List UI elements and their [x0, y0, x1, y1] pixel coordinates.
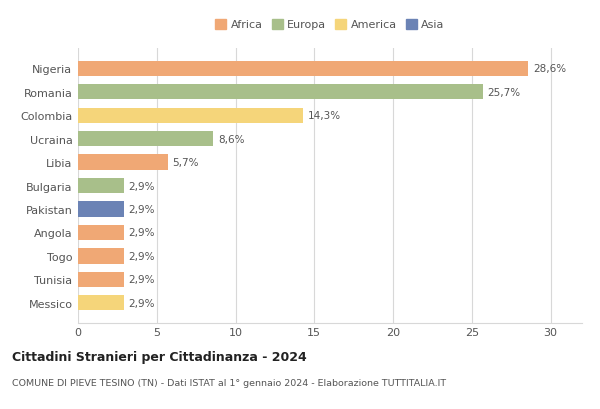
Bar	[78, 155, 168, 170]
Legend: Africa, Europa, America, Asia: Africa, Europa, America, Asia	[213, 18, 447, 33]
Text: 2,9%: 2,9%	[128, 275, 155, 285]
Bar	[78, 85, 483, 100]
Bar	[78, 225, 124, 240]
Text: 8,6%: 8,6%	[218, 134, 245, 144]
Text: 2,9%: 2,9%	[128, 298, 155, 308]
Bar	[78, 295, 124, 311]
Text: 14,3%: 14,3%	[308, 111, 341, 121]
Bar	[78, 272, 124, 287]
Bar	[78, 249, 124, 264]
Text: 2,9%: 2,9%	[128, 251, 155, 261]
Text: 2,9%: 2,9%	[128, 204, 155, 214]
Text: 2,9%: 2,9%	[128, 181, 155, 191]
Bar	[78, 108, 303, 124]
Text: 25,7%: 25,7%	[487, 88, 521, 97]
Bar	[78, 178, 124, 194]
Text: COMUNE DI PIEVE TESINO (TN) - Dati ISTAT al 1° gennaio 2024 - Elaborazione TUTTI: COMUNE DI PIEVE TESINO (TN) - Dati ISTAT…	[12, 378, 446, 387]
Text: 28,6%: 28,6%	[533, 64, 566, 74]
Text: 2,9%: 2,9%	[128, 228, 155, 238]
Text: Cittadini Stranieri per Cittadinanza - 2024: Cittadini Stranieri per Cittadinanza - 2…	[12, 350, 307, 363]
Bar	[78, 202, 124, 217]
Text: 5,7%: 5,7%	[173, 158, 199, 168]
Bar	[78, 132, 214, 147]
Bar	[78, 61, 529, 77]
